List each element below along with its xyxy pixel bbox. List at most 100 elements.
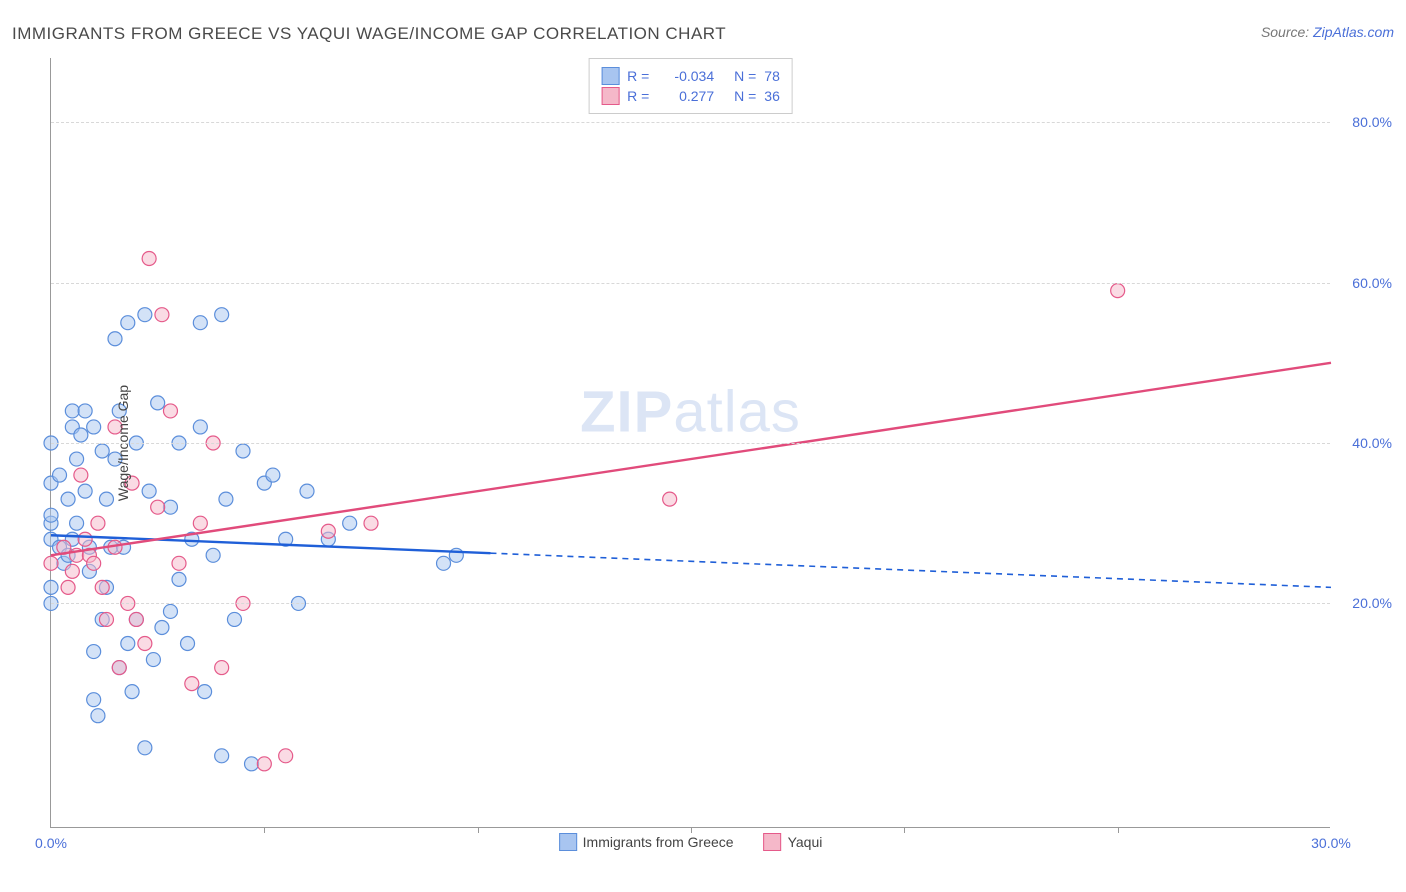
point-series-b bbox=[61, 580, 75, 594]
point-series-a bbox=[155, 620, 169, 634]
legend-row-series-a: R = -0.034 N = 78 bbox=[601, 67, 780, 85]
x-tick-mark bbox=[1118, 827, 1119, 833]
point-series-b bbox=[172, 556, 186, 570]
series-b-label: Yaqui bbox=[788, 834, 823, 850]
point-series-a bbox=[70, 452, 84, 466]
gridline bbox=[51, 283, 1330, 284]
point-series-a bbox=[181, 637, 195, 651]
point-series-a bbox=[245, 757, 259, 771]
x-tick-mark bbox=[264, 827, 265, 833]
point-series-a bbox=[215, 749, 229, 763]
y-tick-label: 20.0% bbox=[1352, 595, 1392, 611]
point-series-a bbox=[87, 420, 101, 434]
r-label: R = bbox=[627, 68, 651, 84]
point-series-a bbox=[121, 316, 135, 330]
point-series-a bbox=[44, 580, 58, 594]
point-series-a bbox=[236, 444, 250, 458]
point-series-b bbox=[215, 661, 229, 675]
x-tick-mark bbox=[478, 827, 479, 833]
legend-row-series-b: R = 0.277 N = 36 bbox=[601, 87, 780, 105]
n-label: N = bbox=[734, 88, 756, 104]
point-series-b bbox=[663, 492, 677, 506]
point-series-b bbox=[74, 468, 88, 482]
point-series-a bbox=[163, 500, 177, 514]
point-series-a bbox=[142, 484, 156, 498]
trendline-b-solid bbox=[51, 363, 1331, 555]
point-series-b bbox=[95, 580, 109, 594]
point-series-a bbox=[65, 404, 79, 418]
x-tick-label: 30.0% bbox=[1311, 835, 1351, 851]
point-series-a bbox=[70, 516, 84, 530]
point-series-a bbox=[95, 444, 109, 458]
y-tick-label: 60.0% bbox=[1352, 275, 1392, 291]
point-series-b bbox=[65, 564, 79, 578]
point-series-b bbox=[163, 404, 177, 418]
point-series-a bbox=[78, 484, 92, 498]
y-tick-label: 40.0% bbox=[1352, 435, 1392, 451]
point-series-b bbox=[193, 516, 207, 530]
x-tick-label: 0.0% bbox=[35, 835, 67, 851]
point-series-b bbox=[321, 524, 335, 538]
correlation-legend: R = -0.034 N = 78 R = 0.277 N = 36 bbox=[588, 58, 793, 114]
point-series-b bbox=[151, 500, 165, 514]
y-tick-label: 80.0% bbox=[1352, 114, 1392, 130]
r-label: R = bbox=[627, 88, 651, 104]
point-series-b bbox=[112, 661, 126, 675]
point-series-a bbox=[266, 468, 280, 482]
point-series-b bbox=[257, 757, 271, 771]
point-series-a bbox=[44, 508, 58, 522]
point-series-a bbox=[163, 604, 177, 618]
n-label: N = bbox=[734, 68, 756, 84]
series-legend: Immigrants from Greece Yaqui bbox=[559, 833, 823, 851]
n-value-a: 78 bbox=[764, 68, 780, 84]
point-series-a bbox=[87, 645, 101, 659]
swatch-icon bbox=[764, 833, 782, 851]
point-series-b bbox=[138, 637, 152, 651]
series-a-label: Immigrants from Greece bbox=[583, 834, 734, 850]
point-series-b bbox=[142, 252, 156, 266]
point-series-a bbox=[146, 653, 160, 667]
point-series-a bbox=[138, 308, 152, 322]
point-series-b bbox=[44, 556, 58, 570]
swatch-icon bbox=[559, 833, 577, 851]
r-value-b: 0.277 bbox=[659, 88, 714, 104]
legend-item-a: Immigrants from Greece bbox=[559, 833, 734, 851]
source-link[interactable]: ZipAtlas.com bbox=[1313, 24, 1394, 40]
point-series-b bbox=[364, 516, 378, 530]
point-series-a bbox=[61, 492, 75, 506]
r-value-a: -0.034 bbox=[659, 68, 714, 84]
point-series-a bbox=[125, 685, 139, 699]
point-series-a bbox=[91, 709, 105, 723]
point-series-a bbox=[151, 396, 165, 410]
swatch-series-a bbox=[601, 67, 619, 85]
source-label: Source: ZipAtlas.com bbox=[1261, 24, 1394, 40]
point-series-a bbox=[99, 492, 113, 506]
source-prefix: Source: bbox=[1261, 24, 1313, 40]
point-series-a bbox=[437, 556, 451, 570]
point-series-a bbox=[193, 420, 207, 434]
point-series-a bbox=[215, 308, 229, 322]
gridline bbox=[51, 603, 1330, 604]
point-series-a bbox=[172, 572, 186, 586]
point-series-b bbox=[185, 677, 199, 691]
legend-item-b: Yaqui bbox=[764, 833, 823, 851]
point-series-a bbox=[108, 332, 122, 346]
gridline bbox=[51, 443, 1330, 444]
trendline-a-dashed bbox=[490, 553, 1331, 587]
point-series-a bbox=[87, 693, 101, 707]
point-series-a bbox=[53, 468, 67, 482]
plot-area: Wage/Income Gap R = -0.034 N = 78 R = 0.… bbox=[50, 58, 1330, 828]
point-series-a bbox=[78, 404, 92, 418]
chart-title: IMMIGRANTS FROM GREECE VS YAQUI WAGE/INC… bbox=[12, 24, 726, 44]
point-series-a bbox=[219, 492, 233, 506]
n-value-b: 36 bbox=[764, 88, 780, 104]
point-series-a bbox=[227, 612, 241, 626]
point-series-a bbox=[121, 637, 135, 651]
gridline bbox=[51, 122, 1330, 123]
point-series-b bbox=[155, 308, 169, 322]
point-series-b bbox=[129, 612, 143, 626]
point-series-b bbox=[99, 612, 113, 626]
point-series-a bbox=[300, 484, 314, 498]
point-series-b bbox=[1111, 284, 1125, 298]
point-series-b bbox=[87, 556, 101, 570]
